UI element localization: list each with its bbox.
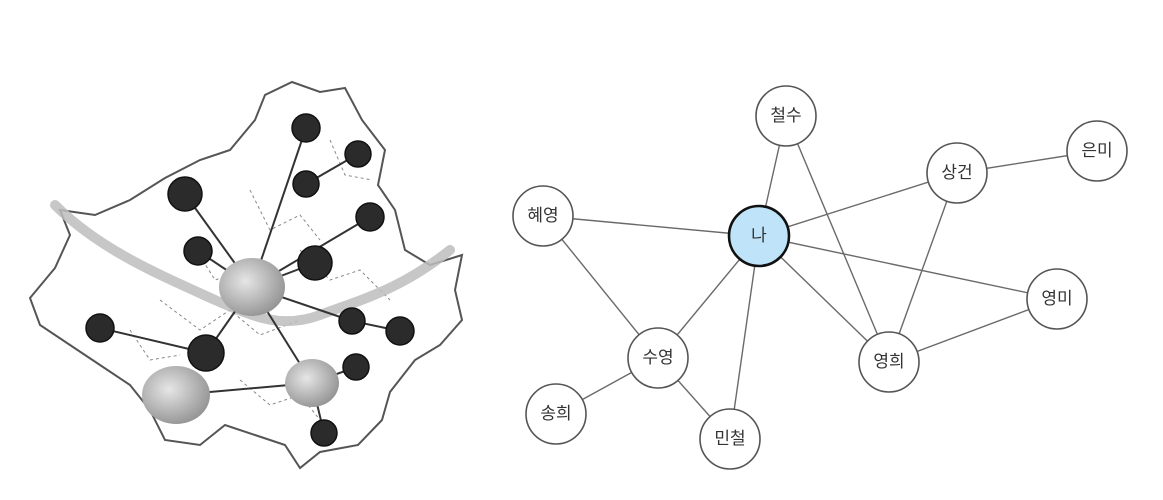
station-dot <box>310 419 338 447</box>
station-dot <box>344 140 372 168</box>
node-youngmi: 영미 <box>1026 268 1088 330</box>
node-circle-younghee <box>858 331 920 393</box>
district-line <box>239 379 321 421</box>
edge-me-sanggeon <box>758 172 958 237</box>
node-label-sanggeon: 상건 <box>941 163 972 183</box>
node-label-suyoung: 수영 <box>642 348 673 368</box>
station-dot <box>355 202 385 232</box>
edge-me-hyeyoung <box>542 215 760 237</box>
station-dot <box>85 313 115 343</box>
node-suyoung: 수영 <box>627 327 689 389</box>
hub-southwest <box>142 366 210 424</box>
edge-me-youngmi <box>758 235 1058 300</box>
node-sanggeon: 상건 <box>926 142 988 204</box>
node-circle-hyeyoung <box>512 185 574 247</box>
node-label-hyeyoung: 혜영 <box>527 206 558 226</box>
district-line <box>329 139 373 181</box>
node-circle-youngmi <box>1026 268 1088 330</box>
edge-me-mincheol <box>729 235 760 440</box>
river <box>50 200 455 327</box>
station-dot <box>338 307 366 335</box>
node-label-younghee: 영희 <box>873 352 904 372</box>
edge-cheolsu-younghee <box>785 115 890 363</box>
station-dot <box>342 353 370 381</box>
node-circle-cheolsu <box>755 85 817 147</box>
node-hyeyoung: 혜영 <box>512 185 574 247</box>
station-dot <box>292 170 320 198</box>
station-dot <box>291 113 321 143</box>
node-label-youngmi: 영미 <box>1041 289 1072 309</box>
edge-sanggeon-younghee <box>888 172 958 363</box>
node-label-me: 나 <box>751 226 767 246</box>
node-label-cheolsu: 철수 <box>770 106 801 126</box>
hub-south <box>285 359 339 407</box>
node-circle-songhee <box>525 383 587 445</box>
node-label-eunmi: 은미 <box>1081 141 1112 161</box>
district-line <box>129 329 181 361</box>
node-cheolsu: 철수 <box>755 85 817 147</box>
station-dot <box>187 334 225 372</box>
hub-map-panel <box>0 0 500 500</box>
node-circle-mincheol <box>699 408 761 470</box>
node-label-mincheol: 민철 <box>714 429 745 449</box>
station-dot <box>167 176 203 212</box>
station-dot <box>297 245 333 281</box>
node-circle-me <box>727 204 791 268</box>
node-circle-sanggeon <box>926 142 988 204</box>
node-circle-eunmi <box>1066 120 1128 182</box>
hub-map <box>28 80 464 470</box>
node-label-songhee: 송희 <box>540 404 571 424</box>
hub-center <box>219 258 285 316</box>
node-songhee: 송희 <box>525 383 587 445</box>
node-younghee: 영희 <box>858 331 920 393</box>
station-dot <box>183 236 213 266</box>
node-mincheol: 민철 <box>699 408 761 470</box>
node-eunmi: 은미 <box>1066 120 1128 182</box>
district-line <box>249 189 321 241</box>
station-dot <box>385 316 415 346</box>
node-circle-suyoung <box>627 327 689 389</box>
node-me: 나 <box>727 204 791 268</box>
